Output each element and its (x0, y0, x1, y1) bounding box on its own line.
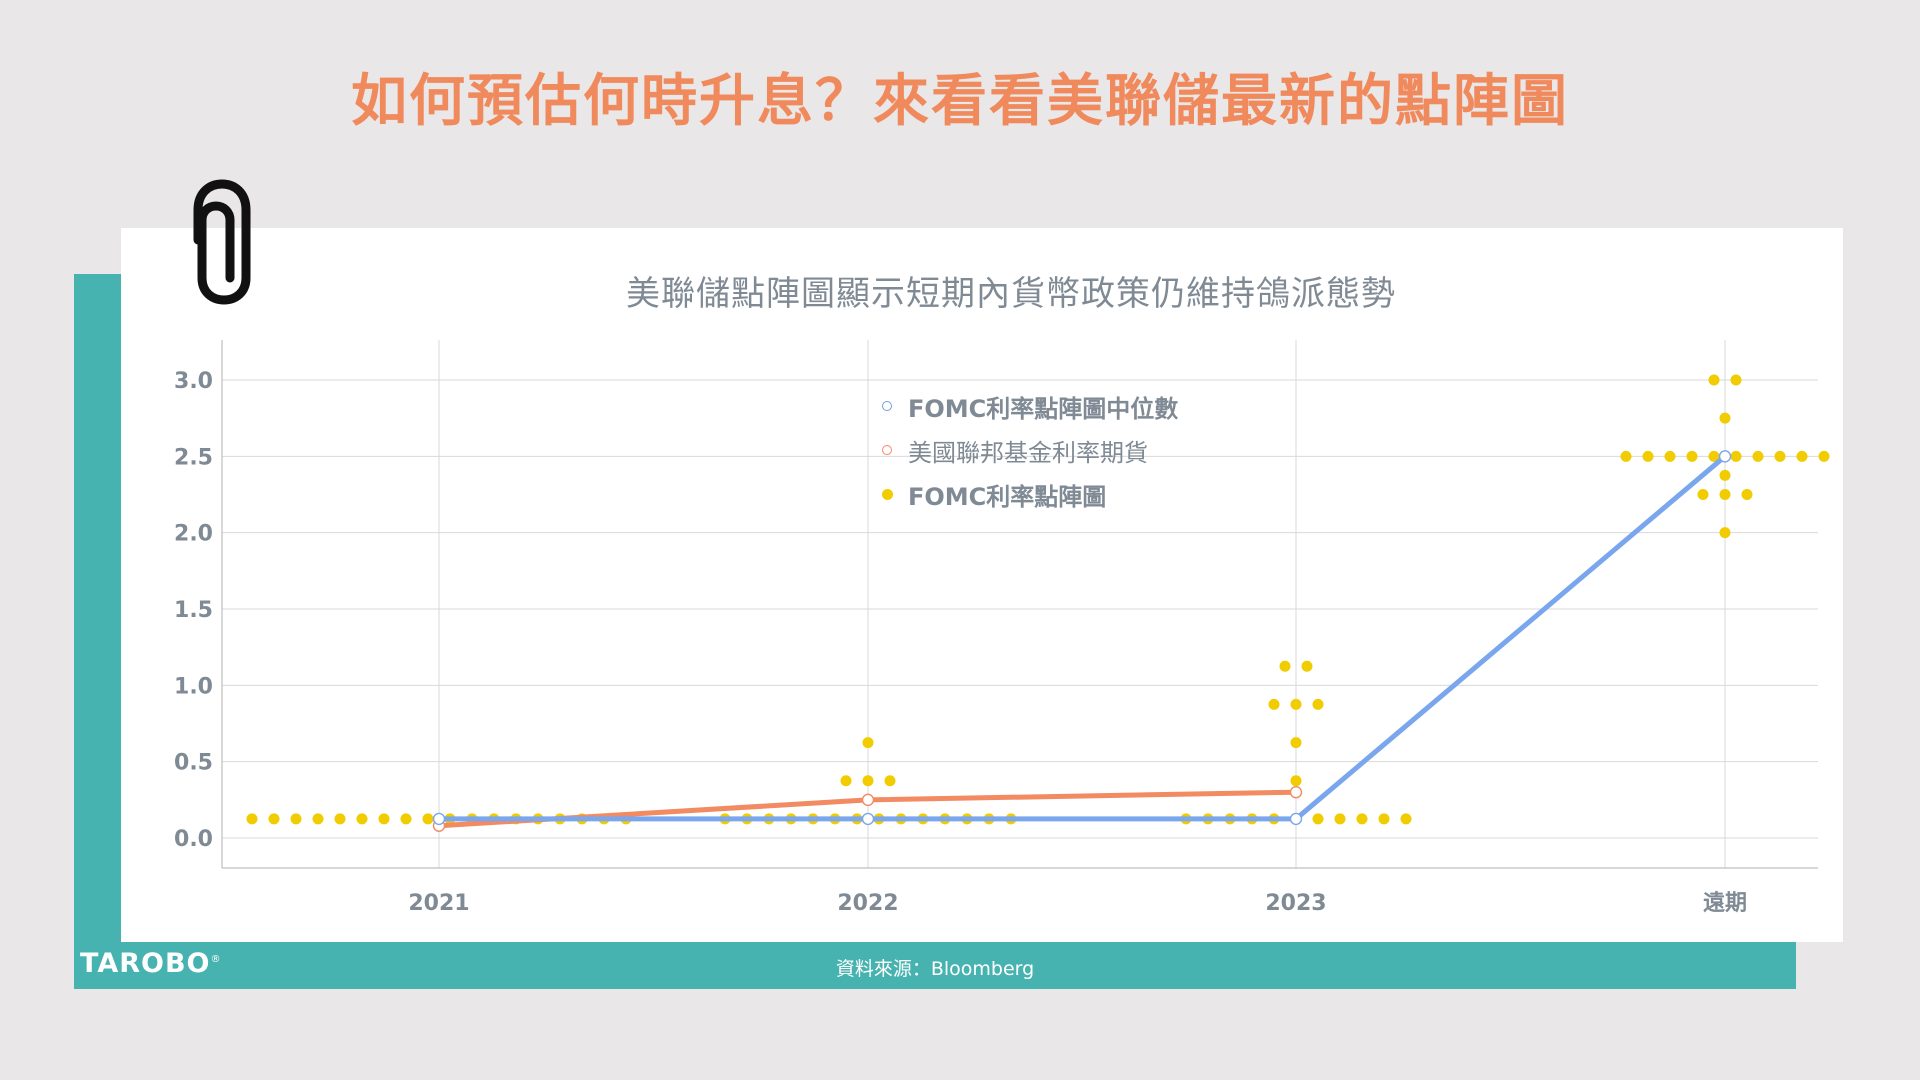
dot-plot-point (884, 775, 896, 787)
dot-plot-point (1334, 813, 1346, 825)
dot-plot-point (1279, 660, 1291, 672)
y-tick-label: 0.5 (174, 751, 213, 776)
dot-plot-point (1642, 450, 1654, 462)
dot-plot-point (312, 813, 324, 825)
legend-item-median: FOMC利率點陣圖中位數 (874, 384, 1178, 428)
dot-plot-point (862, 775, 874, 787)
dot-plot-point (1796, 450, 1808, 462)
legend-item-futures: 美國聯邦基金利率期貨 (874, 428, 1178, 472)
dot-plot-point (1301, 660, 1313, 672)
dot-plot-point (1719, 489, 1731, 500)
dot-plot-point (290, 813, 302, 825)
dot-plot-point (1290, 775, 1302, 787)
hollow-circle-marker-icon (882, 401, 892, 411)
dot-plot-point (1719, 412, 1731, 424)
dot-plot-point (1719, 527, 1731, 539)
dot-plot-point (1356, 813, 1368, 825)
dot-plot-point (1774, 450, 1786, 462)
x-tick-label: 遠期 (1703, 890, 1747, 916)
dot-plot-point (400, 813, 412, 825)
dot-plot-point (1708, 374, 1720, 386)
legend-label: FOMC利率點陣圖 (908, 482, 1107, 511)
median-point (1289, 812, 1303, 826)
dot-plot-point (1686, 450, 1698, 462)
dot-plot-point (1664, 450, 1676, 462)
futures-point (1289, 786, 1303, 799)
x-tick-label: 2023 (1265, 891, 1326, 916)
dot-plot-point (356, 813, 368, 825)
dot-plot-point (1752, 450, 1764, 462)
x-tick-label: 2021 (408, 891, 469, 916)
median-line (436, 453, 1728, 822)
dot-plot-point (1290, 737, 1302, 749)
dot-plot-point (378, 813, 390, 825)
dot-plot-point (246, 813, 258, 825)
dot-plot-point (1312, 698, 1324, 710)
chart-title: 美聯儲點陣圖顯示短期內貨幣政策仍維持鴿派態勢 (626, 274, 1396, 314)
y-tick-label: 1.5 (174, 598, 213, 623)
dot-plot-point (1697, 489, 1709, 500)
dot-plot-point (1730, 450, 1742, 462)
source-note: 資料來源：Bloomberg (835, 958, 1035, 980)
headline: 如何預估何時升息？來看看美聯儲最新的點陣圖 (351, 69, 1569, 134)
y-tick-label: 3.0 (174, 369, 213, 394)
dot-plot-point (334, 813, 346, 825)
dot-plot-point (862, 737, 874, 749)
dot-plot-point (422, 813, 434, 825)
dot-plot-point (1620, 450, 1632, 462)
median-point (1718, 450, 1732, 463)
dot-plot-point (1719, 469, 1731, 481)
dot-plot-point (268, 813, 280, 825)
dot-plot-point (1741, 489, 1753, 500)
y-tick-label: 1.0 (174, 674, 213, 699)
dot-marker-icon (881, 488, 893, 500)
dot-plot-point (1730, 374, 1742, 386)
tarobo-logo: TAROBO® (80, 948, 222, 979)
y-tick-label: 2.5 (174, 445, 213, 470)
y-tick-label: 2.0 (174, 522, 213, 547)
chart-legend: FOMC利率點陣圖中位數 美國聯邦基金利率期貨 FOMC利率點陣圖 (874, 384, 1178, 516)
dot-plot-point (1290, 698, 1302, 710)
dot-plot-point (1400, 813, 1412, 825)
dot-plot-point (840, 775, 852, 787)
legend-label: FOMC利率點陣圖中位數 (908, 394, 1179, 423)
dot-plot-point (1818, 450, 1830, 462)
legend-item-dots: FOMC利率點陣圖 (874, 472, 1178, 516)
median-point (432, 812, 446, 826)
dot-plot-point (1708, 450, 1720, 462)
dot-plot-point (1378, 813, 1390, 825)
dot-plot-point (1268, 698, 1280, 710)
paperclip-icon (193, 179, 251, 305)
legend-label: 美國聯邦基金利率期貨 (908, 438, 1148, 467)
x-tick-label: 2022 (837, 891, 898, 916)
dot-plot-point (1312, 813, 1324, 825)
median-point (861, 812, 875, 826)
y-tick-label: 0.0 (174, 827, 213, 852)
futures-point (861, 793, 875, 807)
hollow-circle-marker-icon (882, 445, 892, 455)
